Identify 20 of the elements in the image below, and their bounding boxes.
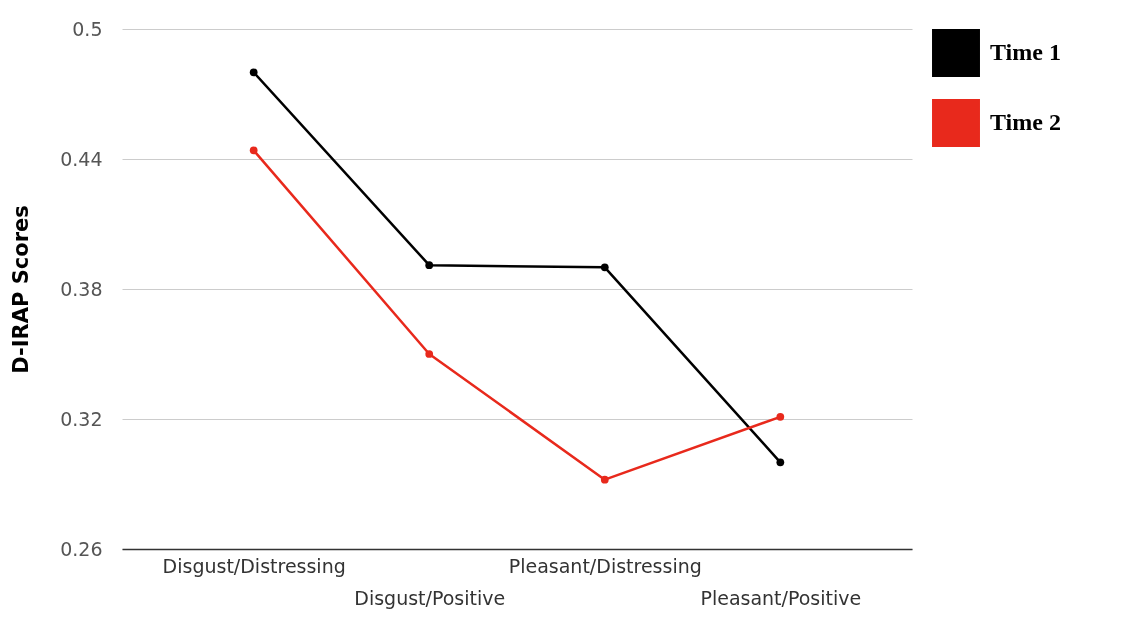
point — [425, 261, 434, 270]
x-tick-label: Disgust/Positive — [354, 586, 506, 609]
point — [249, 68, 258, 77]
y-tick-label: 0.5 — [72, 17, 103, 40]
legend-label: Time 1 — [990, 39, 1061, 65]
point — [425, 350, 434, 358]
y-tick-label: 0.26 — [60, 537, 103, 560]
y-axis-title: D-IRAP Scores — [9, 205, 34, 374]
x-tick-label: Pleasant/Distressing — [508, 554, 702, 577]
point — [776, 458, 785, 467]
point — [600, 475, 609, 484]
y-tick-label: 0.38 — [60, 277, 103, 300]
y-tick-label: 0.44 — [60, 147, 103, 170]
point — [600, 263, 609, 272]
x-tick-label: Pleasant/Positive — [700, 586, 862, 609]
legend-label: Time 2 — [990, 109, 1061, 135]
x-tick-label: Disgust/Distressing — [162, 554, 346, 577]
point — [249, 146, 258, 155]
y-tick-label: 0.32 — [60, 407, 103, 430]
point — [776, 412, 785, 421]
